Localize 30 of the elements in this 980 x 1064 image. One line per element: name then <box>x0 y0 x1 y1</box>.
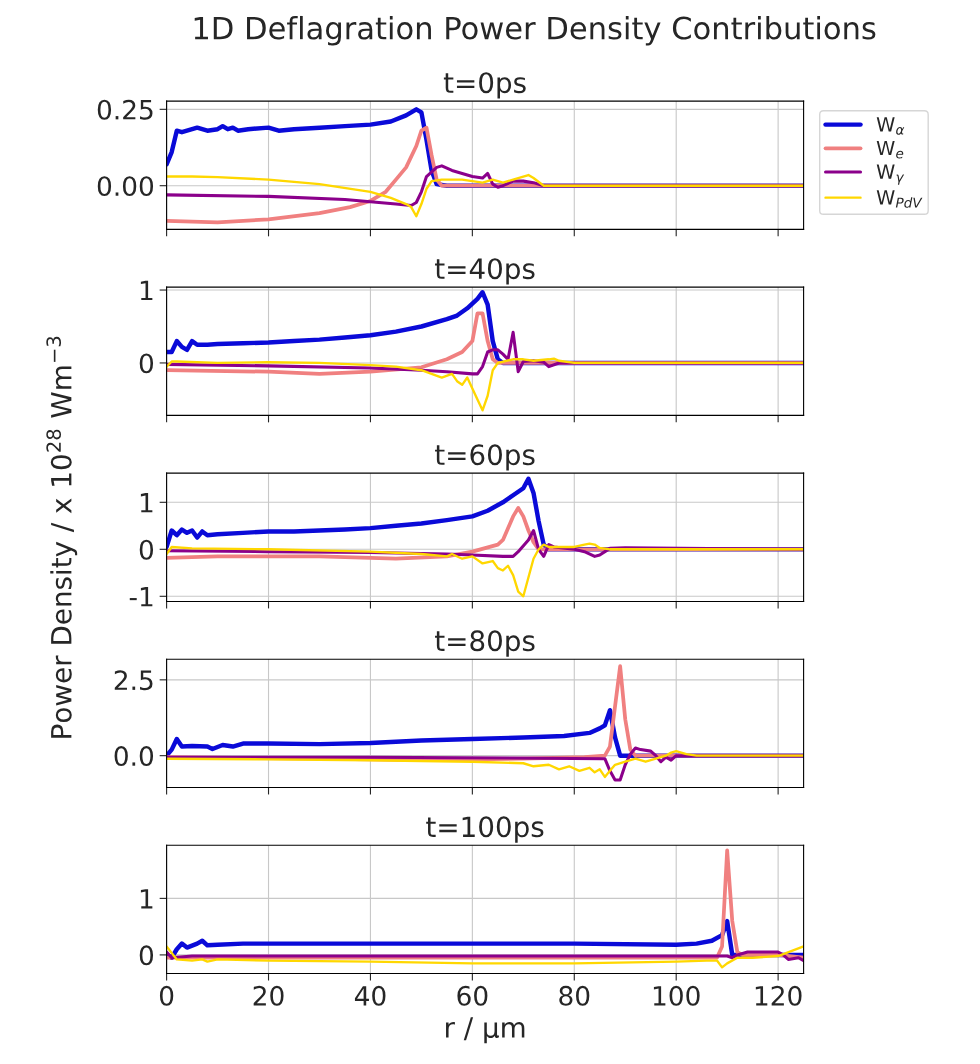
y-tick-label: 0.00 <box>97 176 154 197</box>
legend-label: W$_{α}$ <box>876 117 905 135</box>
x-tick-label: 40 <box>354 985 386 1006</box>
x-tick-label: 80 <box>559 985 590 1006</box>
y-axis-title: Power Density / x 10$^{28}$ Wm$^{−3}$ <box>46 336 78 738</box>
chart-title: 1D Deflagration Power Density Contributions <box>194 15 876 46</box>
x-tick-label: 20 <box>253 985 284 1006</box>
x-tick-label: 60 <box>457 985 488 1006</box>
x-tick-label: 100 <box>653 985 700 1006</box>
chart-title: t=100ps <box>426 816 544 843</box>
y-tick-label: 2.5 <box>114 670 153 691</box>
y-tick-label: 0.0 <box>114 746 154 767</box>
chart-title: t=60ps <box>435 444 535 471</box>
chart-title: t=40ps <box>435 258 535 285</box>
y-tick-label: 0.25 <box>97 99 153 120</box>
legend-label: W$_{e}$ <box>876 140 904 159</box>
x-tick-label: 0 <box>159 985 174 1006</box>
legend-label: W$_{PdV}$ <box>876 190 923 208</box>
y-tick-label: -1 <box>129 587 153 607</box>
y-tick-label: 1 <box>140 493 153 513</box>
y-tick-label: 0 <box>139 539 154 560</box>
y-tick-label: 0 <box>139 945 154 966</box>
chart-subtitle: t=0ps <box>443 72 526 99</box>
chart-title: t=80ps <box>435 630 535 657</box>
y-tick-label: 0 <box>139 353 154 374</box>
x-tick-label: 120 <box>755 985 802 1006</box>
x-axis-title: r / µm <box>446 1017 525 1044</box>
y-tick-label: 1 <box>140 889 153 909</box>
legend-label: W$_{γ}$ <box>876 164 905 185</box>
y-tick-label: 1 <box>140 280 153 301</box>
